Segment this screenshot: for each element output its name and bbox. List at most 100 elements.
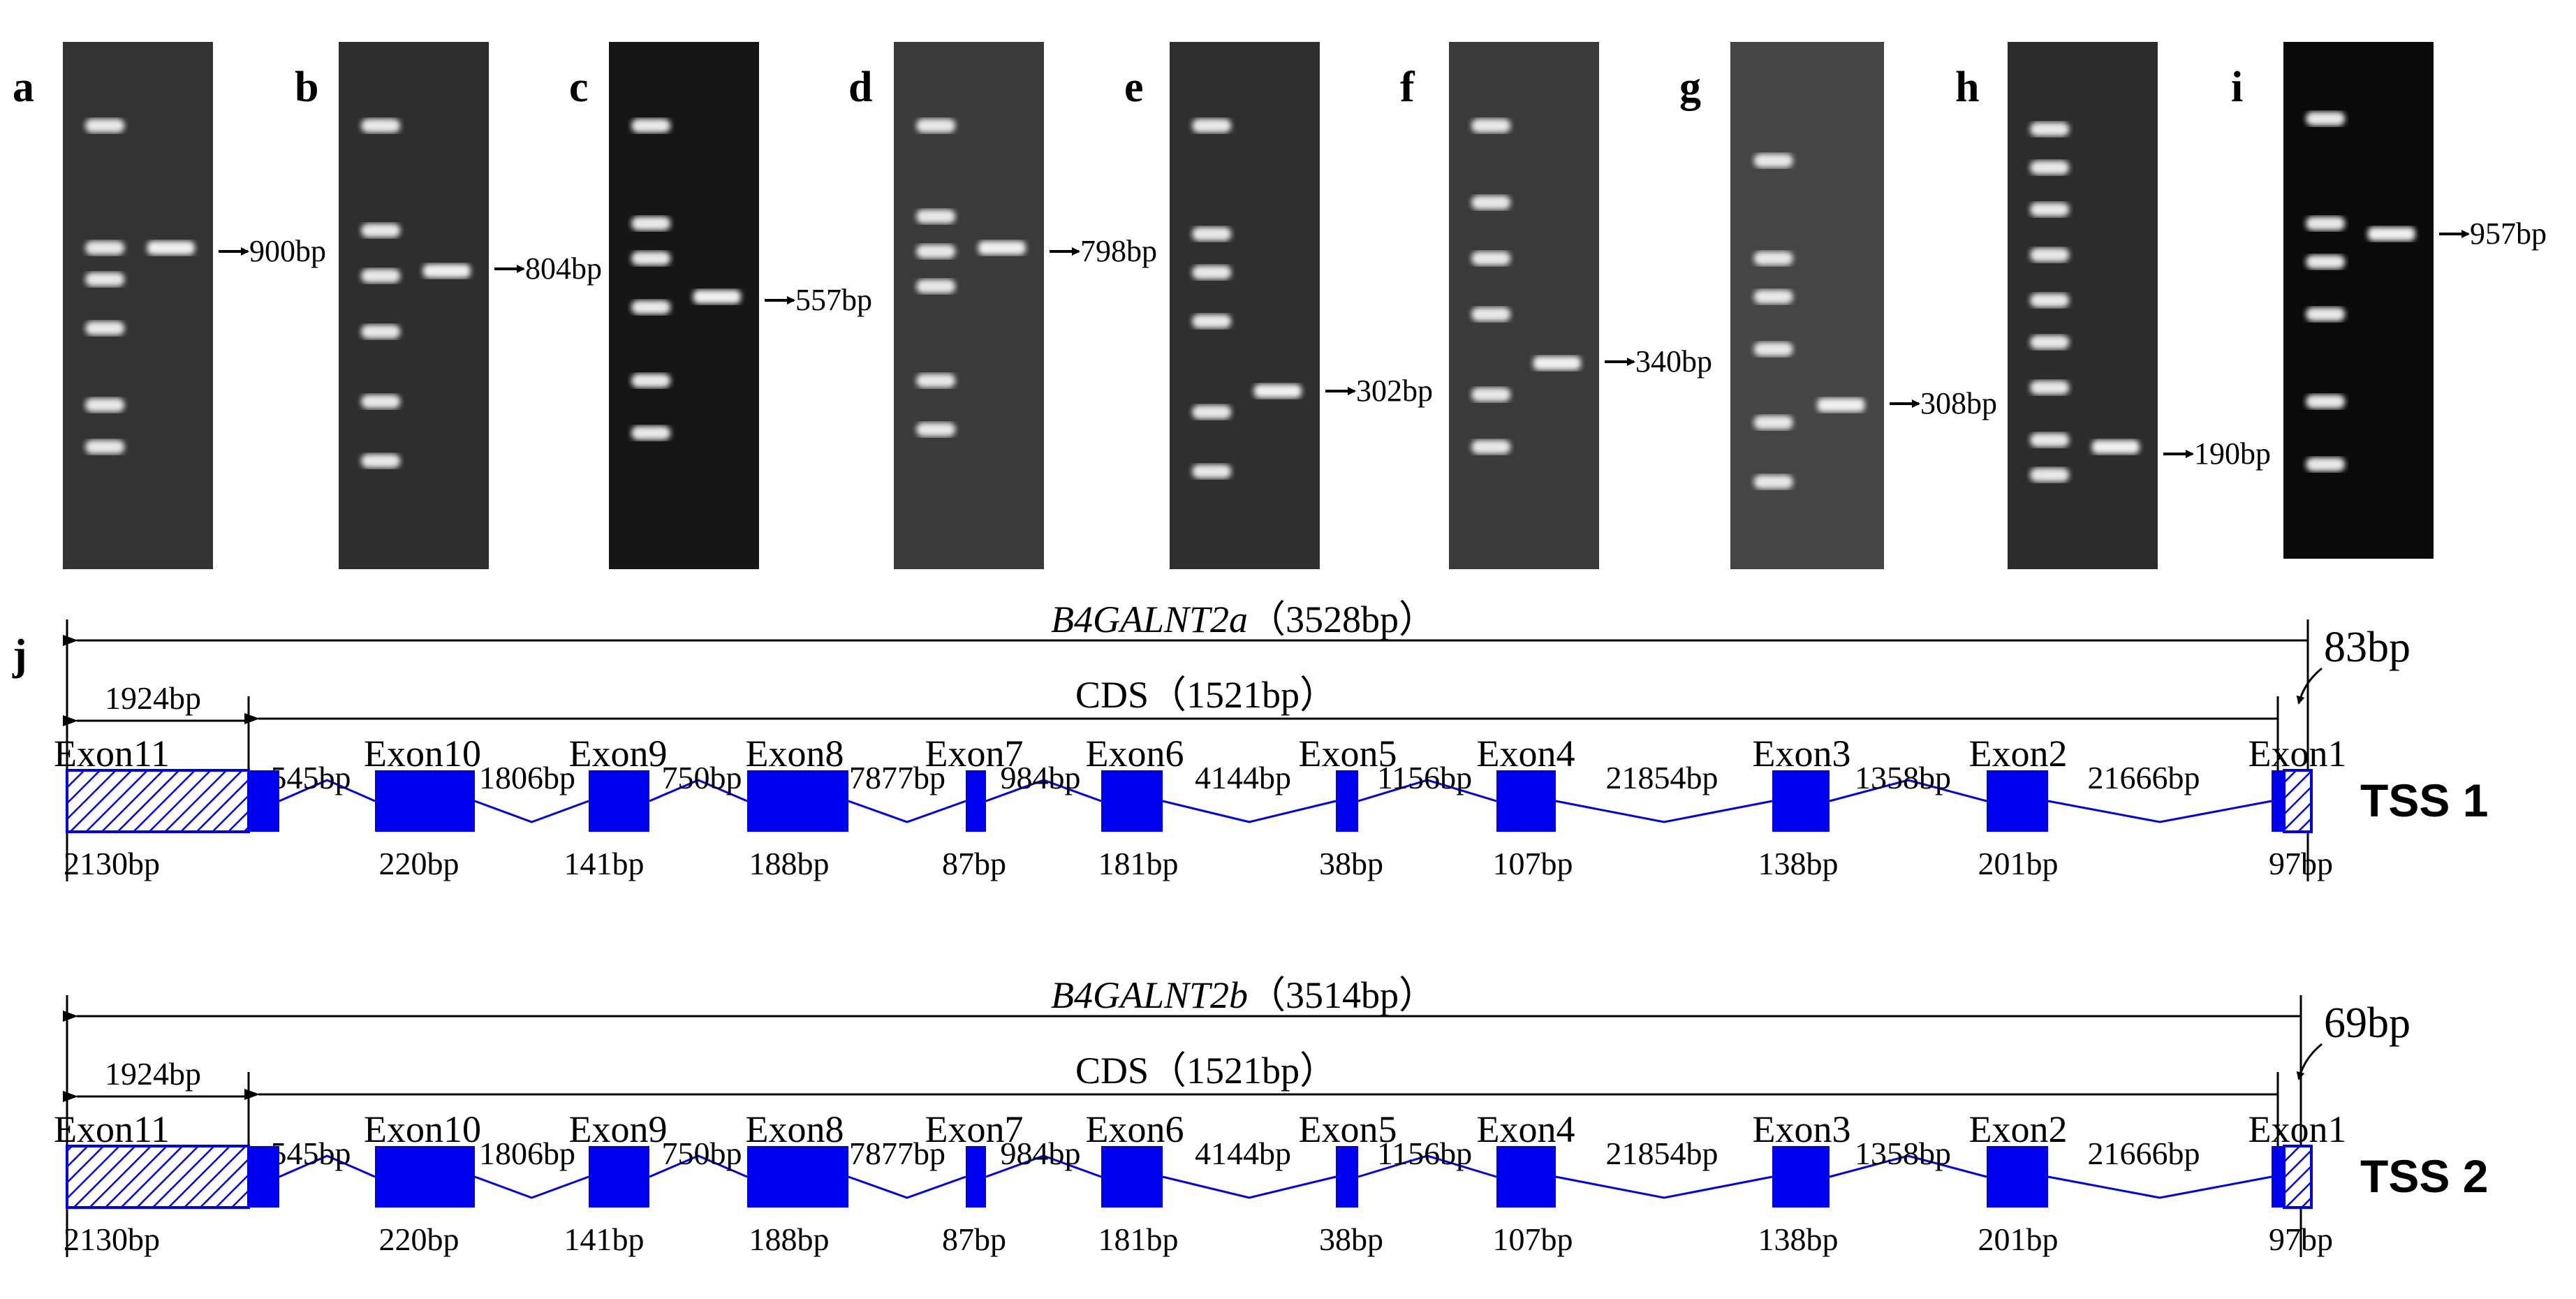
sample-band [693, 290, 741, 304]
panel-letter: a [13, 64, 34, 111]
panel-letter: g [1679, 64, 1701, 111]
intron-line [848, 1175, 966, 1199]
ladder-band [2306, 216, 2346, 230]
gene-length: （3528bp） [1248, 599, 1436, 640]
gel-panels: a 900bp b 804bp c 557bp d 798bp e 302bp f 340bp g 308… [13, 42, 2547, 569]
exon-size-label: 87bp [942, 846, 1006, 881]
panel-letter: e [1124, 64, 1144, 111]
intron-line [985, 779, 1102, 802]
tss-label: TSS 2 [2360, 1150, 2488, 1202]
exon-name-label: Exon4 [1477, 733, 1575, 775]
gel-image [2008, 42, 2158, 569]
exon-size-label: 97bp [2269, 846, 2333, 881]
intron-size-label: 750bp [662, 760, 742, 795]
gel-panel-d: d 798bp [848, 42, 1157, 569]
exon-box [966, 770, 986, 832]
ladder-band [2030, 433, 2070, 447]
tss-label: TSS 1 [2360, 775, 2488, 826]
ladder-band [1471, 307, 1511, 321]
utr5-length-label: 69bp [2324, 999, 2411, 1047]
exon-name-label: Exon2 [1969, 733, 2068, 775]
intron-size-label: 4144bp [1195, 760, 1291, 795]
ladder-band [85, 398, 125, 412]
intron-size-label: 1806bp [479, 1136, 575, 1171]
exon-size-label: 38bp [1319, 846, 1383, 881]
gel-panel-a: a 900bp [13, 42, 326, 569]
ladder-band [916, 374, 956, 388]
intron-size-label: 1358bp [1855, 1136, 1951, 1171]
exon-name-label: Exon5 [1299, 1108, 1397, 1150]
intron-size-label: 1156bp [1377, 760, 1472, 795]
band-size-label: 798bp [1080, 234, 1157, 268]
exon-size-label: 220bp [379, 1221, 459, 1257]
ladder-band [361, 454, 401, 468]
utr3-length-label: 1924bp [105, 1056, 201, 1092]
exon-size-label: 138bp [1758, 1221, 1839, 1257]
ladder-band [1192, 405, 1232, 419]
exon-box [1336, 1146, 1358, 1208]
exon-box [1101, 1146, 1163, 1208]
exon-size-label: 97bp [2269, 1221, 2333, 1257]
exon-box [1772, 770, 1830, 832]
exon-name-label: Exon3 [1753, 733, 1851, 775]
panel-letter: c [569, 64, 589, 111]
exon-size-label: 181bp [1098, 846, 1179, 881]
band-size-label: 340bp [1635, 344, 1712, 379]
exon1-cds-box [2272, 770, 2284, 832]
ladder-band [2030, 248, 2070, 262]
ladder-band [1471, 388, 1511, 402]
intron-size-label: 21666bp [2088, 1136, 2200, 1171]
gel-panel-e: e 302bp [1124, 42, 1433, 569]
intron-size-label: 545bp [271, 760, 351, 795]
ladder-band [2306, 457, 2346, 471]
exon-box [1772, 1146, 1830, 1208]
exon-size-label: 201bp [1978, 1221, 2059, 1257]
intron-size-label: 1806bp [479, 760, 575, 795]
exon-name-label: Exon5 [1299, 733, 1397, 775]
sample-band [147, 241, 195, 255]
panel-letter: h [1955, 64, 1979, 111]
gel-image [63, 42, 213, 569]
panel-letter: j [12, 631, 27, 679]
ladder-band [2306, 395, 2346, 409]
exon-size-label: 181bp [1098, 1221, 1179, 1257]
ladder-band [1192, 119, 1232, 133]
intron-line [1555, 800, 1773, 823]
ladder-band [631, 426, 671, 440]
exon-name-label: Exon9 [569, 733, 668, 775]
sample-band [1533, 356, 1581, 370]
gel-panel-f: f 340bp [1400, 42, 1712, 569]
ladder-band [1471, 440, 1511, 454]
exon-name-label: Exon8 [746, 733, 844, 775]
intron-size-label: 1358bp [1855, 760, 1951, 795]
ladder-band [2306, 307, 2346, 321]
exon-box [589, 770, 649, 832]
intron-line [1829, 1154, 1987, 1178]
exon-box [747, 770, 848, 832]
ladder-band [916, 244, 956, 258]
transcript-B4GALNT2a: B4GALNT2a（3528bp） 83bp CDS（1521bp） 1924bp Ex… [54, 599, 2488, 881]
band-size-label: 957bp [2470, 216, 2547, 251]
ladder-band [1753, 342, 1793, 356]
intron-size-label: 984bp [1001, 1136, 1081, 1171]
gel-panel-i: i 957bp [2231, 42, 2547, 559]
ladder-band [85, 241, 125, 255]
ladder-band [1753, 290, 1793, 304]
ladder-band [1471, 251, 1511, 265]
ladder-band [85, 272, 125, 286]
ladder-band [2030, 122, 2070, 136]
exon-box [375, 1146, 475, 1208]
gel-panel-g: g 308bp [1679, 42, 1997, 569]
exon-size-label: 188bp [749, 1221, 830, 1257]
exon-box [375, 770, 475, 832]
exon-size-label: 2130bp [64, 846, 160, 881]
ladder-band [361, 269, 401, 283]
exon-box [1496, 770, 1556, 832]
exon11-utr-box [66, 1145, 250, 1209]
ladder-band [1192, 464, 1232, 478]
sample-band [978, 241, 1026, 255]
ladder-band [2306, 112, 2346, 126]
utr5-pointer [2296, 1043, 2323, 1080]
ladder-band [2030, 335, 2070, 349]
